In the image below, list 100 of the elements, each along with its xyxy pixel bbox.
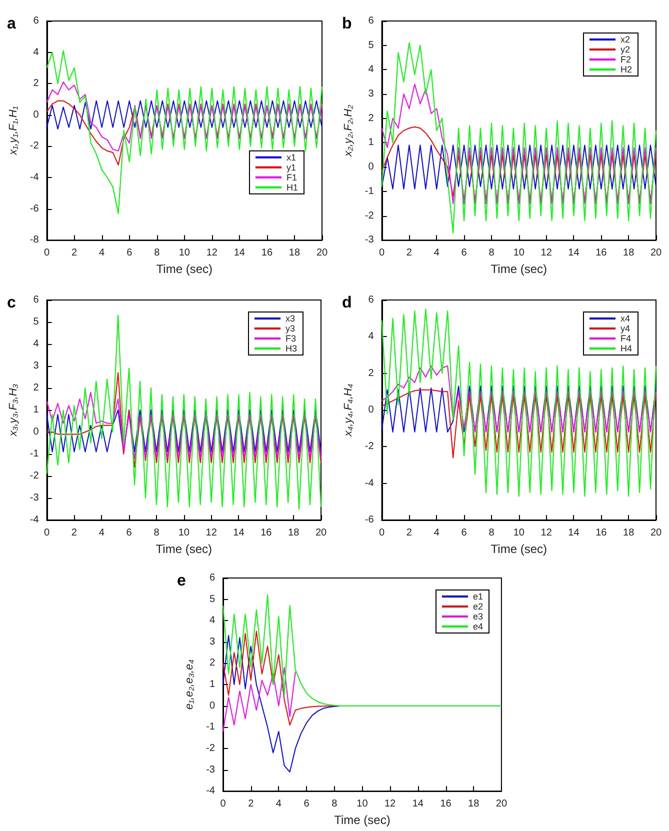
line-series <box>381 42 656 234</box>
x-tick-label: 10 <box>513 528 525 538</box>
legend-label: F1 <box>286 172 298 182</box>
x-tick-label: 12 <box>540 248 552 259</box>
x-tick-label: 18 <box>468 798 480 810</box>
x-tick-label: 8 <box>488 528 495 538</box>
x-tick-label: 8 <box>154 528 160 538</box>
x-tick-label: 2 <box>248 798 254 810</box>
line-series <box>222 630 335 726</box>
line-series <box>381 389 656 458</box>
x-tick-label: 0 <box>379 528 386 538</box>
y-axis-title: x₁,y₁,F₁,H₁ <box>8 106 20 156</box>
x-tick-label: 2 <box>406 528 412 538</box>
line-series <box>381 144 656 190</box>
legend-label: H3 <box>285 344 298 354</box>
x-tick-label: 16 <box>596 528 608 538</box>
x-tick-label: 20 <box>650 248 662 259</box>
line-series <box>222 635 340 772</box>
y-tick-label: -2 <box>364 441 374 452</box>
legend-label: e1 <box>472 592 484 602</box>
y-tick-label: 0 <box>368 404 374 416</box>
legend-label: y4 <box>620 324 630 334</box>
x-tick-label: 20 <box>316 248 328 259</box>
legend-label: x4 <box>620 314 630 324</box>
x-tick-label: 0 <box>220 798 226 810</box>
y-tick-label: -3 <box>364 234 374 246</box>
y-tick-label: 0 <box>33 426 40 438</box>
y-tick-label: -2 <box>364 210 374 222</box>
y-tick-label: 4 <box>368 331 374 342</box>
chart-title: c <box>7 294 16 312</box>
x-tick-label: 18 <box>623 528 635 538</box>
x-axis-title: Time (sec) <box>490 262 548 276</box>
x-tick-label: 10 <box>178 248 190 259</box>
x-tick-label: 16 <box>260 528 272 538</box>
line-series <box>222 667 296 732</box>
legend-label: F4 <box>620 334 632 344</box>
x-tick-label: 20 <box>496 798 508 810</box>
legend-label: F2 <box>620 54 632 64</box>
y-tick-label: 5 <box>368 40 374 51</box>
y-tick-label: -2 <box>206 742 216 754</box>
x-tick-label: 12 <box>206 248 218 259</box>
legend-label: y1 <box>286 162 296 172</box>
y-tick-label: -4 <box>364 478 374 489</box>
line-series <box>46 82 322 152</box>
y-axis-title: x₂,y₂,F₂,H₂ <box>342 104 354 158</box>
x-tick-label: 14 <box>568 528 580 538</box>
x-tick-label: 8 <box>488 248 495 259</box>
x-tick-label: 14 <box>412 798 424 810</box>
x-tick-label: 6 <box>461 248 468 259</box>
y-tick-label: 0 <box>368 162 374 173</box>
line-series <box>222 594 502 706</box>
x-axis-title: Time (sec) <box>334 813 390 827</box>
line-series <box>381 308 656 497</box>
legend-label: H2 <box>620 64 632 74</box>
y-tick-label: -2 <box>30 140 40 152</box>
legend-label: y3 <box>285 324 296 334</box>
y-tick-label: 6 <box>209 572 216 584</box>
y-tick-label: 0 <box>209 700 216 712</box>
x-tick-label: 20 <box>650 528 662 538</box>
x-tick-label: 20 <box>315 528 327 538</box>
y-tick-label: -6 <box>364 514 374 526</box>
x-tick-label: 2 <box>406 248 412 259</box>
legend-label: x2 <box>620 34 630 44</box>
x-tick-label: 2 <box>72 248 78 259</box>
legend-label: e3 <box>472 612 484 622</box>
x-axis-title: Time (sec) <box>156 542 212 556</box>
line-series <box>46 50 322 214</box>
x-tick-label: 4 <box>434 248 440 259</box>
chart-title: a <box>7 16 16 32</box>
y-tick-label: -1 <box>206 722 216 733</box>
x-tick-label: 18 <box>288 248 300 259</box>
y-tick-label: 1 <box>368 137 374 148</box>
legend-label: e4 <box>472 622 484 632</box>
y-axis-title: e₁,e₂,e₃,e₄ <box>184 660 196 710</box>
x-tick-label: 12 <box>384 798 396 810</box>
legend-label: x3 <box>285 314 296 324</box>
x-tick-label: 4 <box>98 528 105 538</box>
chart-title: e <box>177 572 186 590</box>
x-tick-label: 10 <box>178 528 190 538</box>
line-series <box>46 392 322 459</box>
y-tick-label: 4 <box>368 64 374 76</box>
y-tick-label: 4 <box>33 338 40 350</box>
x-tick-label: 18 <box>623 248 635 259</box>
line-series <box>381 366 656 432</box>
line-series <box>46 100 322 130</box>
x-axis-title: Time (sec) <box>156 262 213 276</box>
legend-label: e2 <box>472 602 484 612</box>
chart-title: b <box>342 16 352 32</box>
legend-label: H4 <box>620 344 632 354</box>
x-tick-label: 14 <box>568 248 580 259</box>
x-tick-label: 0 <box>379 248 386 259</box>
x-tick-label: 12 <box>540 528 552 538</box>
y-tick-label: 2 <box>33 382 40 394</box>
x-tick-label: 4 <box>434 528 440 538</box>
line-series <box>381 84 656 204</box>
y-tick-label: -8 <box>30 234 40 246</box>
x-tick-label: 12 <box>206 528 218 538</box>
x-axis-title: Time (sec) <box>490 542 548 556</box>
y-tick-label: 2 <box>368 112 374 124</box>
y-tick-label: 3 <box>368 88 374 100</box>
